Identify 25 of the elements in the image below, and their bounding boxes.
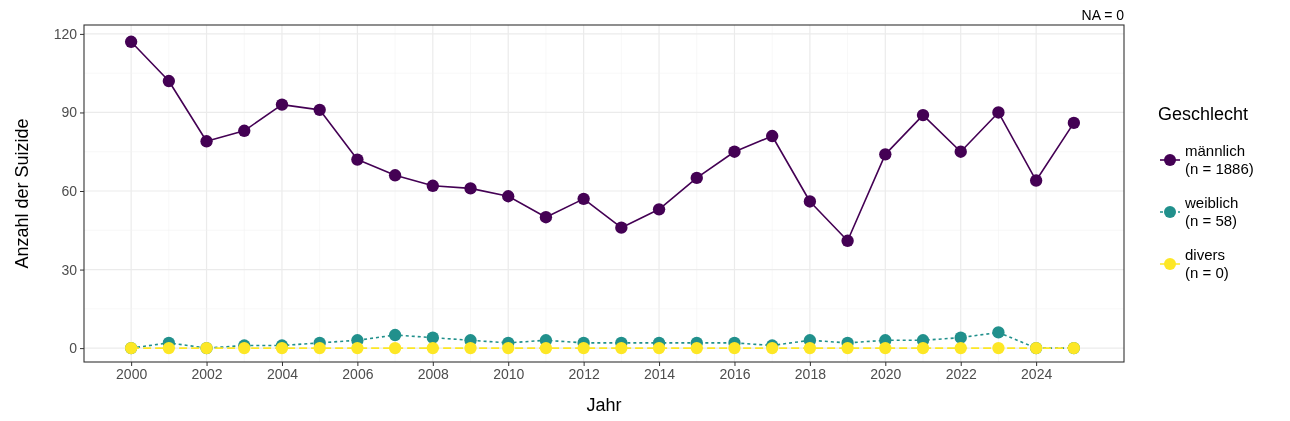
y-tick-label: 90: [61, 104, 78, 121]
y-tick-label: 30: [61, 261, 78, 278]
y-axis-title: Anzahl der Suizide: [12, 118, 32, 269]
x-tick-label: 2024: [1021, 365, 1053, 382]
x-tick-label: 2006: [342, 365, 374, 382]
x-tick-label: 2022: [945, 365, 977, 382]
x-tick-label: 2018: [794, 365, 827, 382]
x-tick-label: 2004: [266, 365, 299, 382]
x-tick-label: 2002: [191, 365, 223, 382]
text: NA = 0: [1081, 7, 1125, 23]
y-tick-label: 120: [53, 25, 78, 42]
legend-label: männlich (n = 1886): [1185, 142, 1254, 177]
x-tick-label: 2010: [493, 365, 525, 382]
legend-title: Geschlecht: [1158, 104, 1249, 124]
x-tick-label: 2020: [870, 365, 902, 382]
x-tick-label: 2008: [417, 365, 450, 382]
x-axis-title: Jahr: [586, 395, 622, 415]
x-tick-label: 2014: [643, 365, 676, 382]
x-tick-label: 2000: [116, 365, 148, 382]
y-tick-label: 0: [69, 340, 78, 357]
y-tick-label: 60: [61, 182, 78, 199]
legend-label: divers (n = 0): [1185, 246, 1229, 281]
legend-label: weiblich (n = 58): [1184, 194, 1239, 229]
x-tick-label: 2016: [719, 365, 751, 382]
x-tick-label: 2012: [568, 365, 600, 382]
